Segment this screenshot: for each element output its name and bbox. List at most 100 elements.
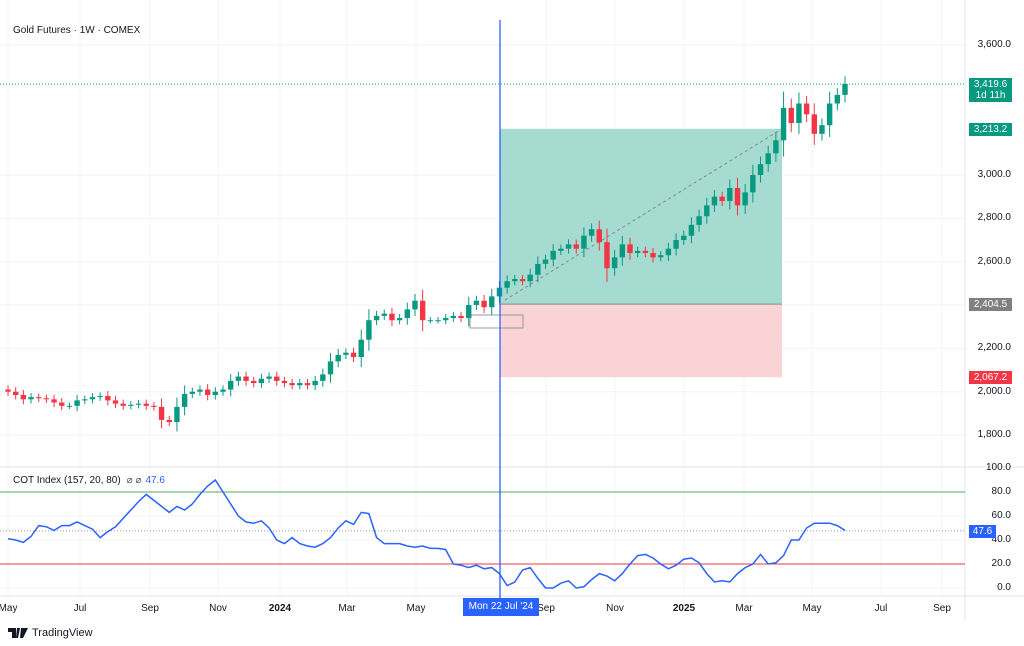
tradingview-logo[interactable]: TradingView [8,627,93,639]
candle-body [36,397,42,399]
candle-body [89,397,96,400]
candle-body [742,192,748,206]
entry-price-tag: 2,404.5 [969,298,1012,311]
time-axis-label: Nov [209,603,227,614]
tradingview-logo-icon [8,628,28,638]
candle-body [665,248,672,256]
candle-body [396,318,403,321]
candle-body [266,376,272,379]
candle-body [565,244,572,249]
bar-countdown: 1d 11h [975,90,1006,101]
candle-body [366,320,372,340]
indicator-symbols: ⌀ ⌀ [126,475,142,486]
candle-body [66,405,73,407]
price-axis-label: 1,800.0 [977,429,1011,441]
candle-body [381,313,387,316]
candle-body [504,281,510,288]
candle-body [481,300,487,308]
time-axis-label: Jul [73,603,87,614]
candle-body [204,389,211,395]
candle-body [688,224,695,236]
candle-body [235,376,242,381]
candle-body [619,244,626,258]
candle-body [834,94,841,104]
candle-body [297,383,303,386]
candle-body [412,300,418,310]
candle-body [20,394,27,400]
candle-body [489,296,495,308]
candle-body [143,403,149,406]
position-progress-line [504,128,783,301]
candle-body [350,352,357,358]
last-price: 3,419.6 [973,79,1008,90]
candle-body [258,378,265,384]
candle-body [458,315,464,319]
candle-body [696,216,702,225]
indicator-value: 47.6 [145,475,165,486]
indicator-axis-label: 60.0 [991,510,1011,521]
candle-body [358,339,364,358]
candle-body [12,391,19,395]
target-price-tag: 3,213.2 [969,123,1012,136]
candle-body [97,396,103,398]
candle-body [627,244,633,254]
indicator-axis-label: 20.0 [991,558,1011,569]
candle-body [427,320,434,322]
time-axis-label: Sep [537,603,555,614]
candle-body [274,376,280,381]
candle-body [765,153,771,165]
candle-body [581,235,587,249]
candle-body [473,300,480,306]
candle-body [227,380,234,390]
candle-body [28,397,34,400]
candle-body [719,196,725,202]
candle-body [389,313,395,321]
indicator-axis-label: 80.0 [991,486,1011,497]
candle-body [519,279,526,282]
cot-value-tag: 47.6 [969,525,996,538]
cot-index-line [7,478,846,589]
candle-body [634,250,641,254]
loss-zone [500,304,782,378]
price-axis-label: 2,200.0 [977,342,1011,354]
candle-body [681,235,687,241]
candle-body [780,107,787,141]
candle-body [197,389,203,392]
candle-body [596,229,602,243]
candle-body [658,255,664,258]
stop-price-tag: 2,067.2 [969,371,1012,384]
time-axis-label: 2024 [268,603,292,614]
candle-body [788,107,794,124]
candle-body [220,389,226,392]
candle-body [826,103,833,126]
time-axis-label: Sep [933,603,951,614]
candle-body [151,405,157,407]
candle-body [811,114,817,134]
candle-body [120,403,126,406]
candle-body [527,274,533,282]
candle-body [727,188,733,202]
candle-body [43,398,50,400]
price-axis-label: 3,600.0 [977,39,1011,50]
price-axis-label: 2,000.0 [977,385,1011,397]
candle-body [181,393,188,407]
candle-body [573,244,579,249]
brand-name: TradingView [32,627,93,639]
candle-body [435,320,441,322]
candle-body [611,257,618,269]
candle-body [466,305,472,319]
candle-body [59,402,65,406]
candle-body [312,380,318,386]
time-axis-label: May [406,603,426,614]
time-axis-label: May [0,603,18,614]
candle-body [673,240,679,249]
candle-body [542,259,549,264]
candle-body [5,389,11,392]
candle-body [796,103,802,124]
indicator-legend: COT Index (157, 20, 80) ⌀ ⌀ 47.6 [13,475,165,486]
candle-body [327,361,334,375]
candle-body [734,188,741,206]
candle-body [604,242,610,269]
candle-body [335,354,341,362]
